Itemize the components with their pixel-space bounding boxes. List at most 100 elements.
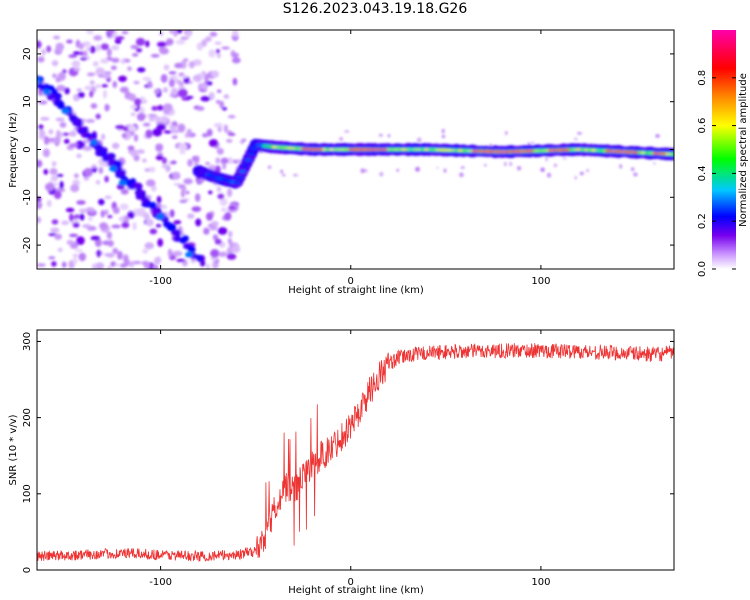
noise-blob (83, 176, 90, 181)
noise-blob (55, 42, 65, 52)
spectrogram-ytick-label: 0 (22, 146, 33, 152)
noise-blob (116, 250, 123, 260)
noise-blob (142, 76, 152, 81)
noise-blob (159, 31, 164, 36)
noise-blob (222, 163, 227, 170)
ridge-mid (247, 152, 255, 157)
noise-blob (173, 182, 182, 186)
noise-blob (131, 53, 139, 57)
noise-blob (167, 248, 173, 258)
noise-blob (205, 212, 213, 221)
colorbar-tick-label: 0.0 (697, 261, 708, 277)
noise-blob (72, 51, 81, 55)
noise-blob (101, 84, 108, 88)
noise-blob (60, 121, 65, 128)
noise-blob (187, 213, 195, 219)
noise-blob (54, 233, 62, 240)
noise-blob (92, 61, 99, 67)
ridge-peak (661, 152, 667, 155)
noise-blob (89, 90, 94, 98)
noise-blob (121, 222, 130, 229)
noise-blob (214, 41, 222, 45)
snr-ytick-label: 200 (22, 408, 33, 427)
noise-blob (201, 39, 208, 47)
noise-blob (240, 139, 245, 145)
noise-blob (121, 30, 129, 35)
noise-blob (118, 75, 127, 82)
snr-frame-bg (37, 330, 674, 570)
noise-blob (107, 215, 113, 219)
noise-blob (180, 36, 189, 41)
colorbar-tick-label: 0.6 (697, 118, 708, 134)
noise-blob (102, 89, 108, 99)
noise-blob (89, 80, 95, 85)
ridge-peak (565, 148, 571, 151)
noise-blob (223, 124, 228, 133)
noise-blob (98, 198, 105, 206)
noise-blob (163, 64, 170, 71)
noise-blob (221, 46, 230, 50)
noise-blob (72, 256, 78, 265)
noise-blob (170, 160, 177, 165)
noise-blob (50, 175, 59, 182)
noise-blob (231, 245, 241, 253)
noise-blob (69, 213, 74, 222)
noise-blob (79, 51, 84, 56)
noise-blob (183, 58, 189, 62)
noise-blob (180, 186, 187, 192)
noise-blob (77, 91, 85, 98)
noise-blob (562, 157, 567, 160)
noise-blob (48, 129, 54, 135)
noise-blob (46, 199, 52, 208)
noise-blob (344, 130, 350, 133)
noise-blob (111, 142, 120, 149)
noise-blob (220, 157, 229, 164)
noise-blob (112, 247, 119, 254)
noise-blob (156, 41, 167, 48)
noise-blob (134, 98, 142, 105)
noise-blob (136, 207, 146, 217)
noise-blob (163, 107, 170, 115)
noise-blob (119, 263, 127, 268)
ridge-inner (671, 153, 674, 156)
noise-blob (209, 226, 218, 231)
noise-blob (574, 175, 577, 180)
noise-blob (226, 253, 237, 260)
diagonal-track-core (109, 165, 118, 172)
ridge-peak (528, 150, 534, 152)
noise-blob (416, 137, 422, 143)
noise-blob (56, 173, 64, 177)
noise-blob (540, 167, 545, 172)
noise-blob (339, 137, 344, 141)
noise-blob (100, 58, 109, 64)
noise-blob (43, 168, 49, 175)
noise-blob (205, 36, 212, 42)
noise-blob (51, 161, 57, 167)
noise-blob (415, 166, 420, 172)
noise-blob (78, 208, 88, 214)
noise-blob (170, 129, 180, 134)
noise-blob (99, 222, 108, 230)
noise-blob (65, 207, 75, 213)
spectrogram-blob-layer (37, 30, 674, 269)
noise-blob (170, 87, 178, 96)
spectrogram-xtick-label: -100 (149, 276, 172, 287)
noise-blob (135, 37, 146, 46)
snr-series-line (37, 343, 674, 562)
noise-blob (160, 115, 168, 124)
noise-blob (100, 133, 106, 141)
noise-blob (107, 30, 115, 36)
noise-blob (136, 149, 145, 154)
noise-blob (69, 143, 79, 148)
noise-blob (95, 180, 101, 185)
ridge-peak (382, 148, 388, 151)
snr-panel: 0 100 200 300 -100 0 100 Height of straight l… (8, 329, 675, 596)
noise-blob (61, 132, 70, 136)
noise-blob (48, 256, 56, 260)
noise-blob (168, 78, 175, 88)
noise-blob (505, 131, 508, 135)
noise-blob (185, 190, 190, 195)
noise-blob (489, 143, 493, 147)
noise-blob (232, 77, 238, 86)
noise-blob (204, 73, 209, 83)
